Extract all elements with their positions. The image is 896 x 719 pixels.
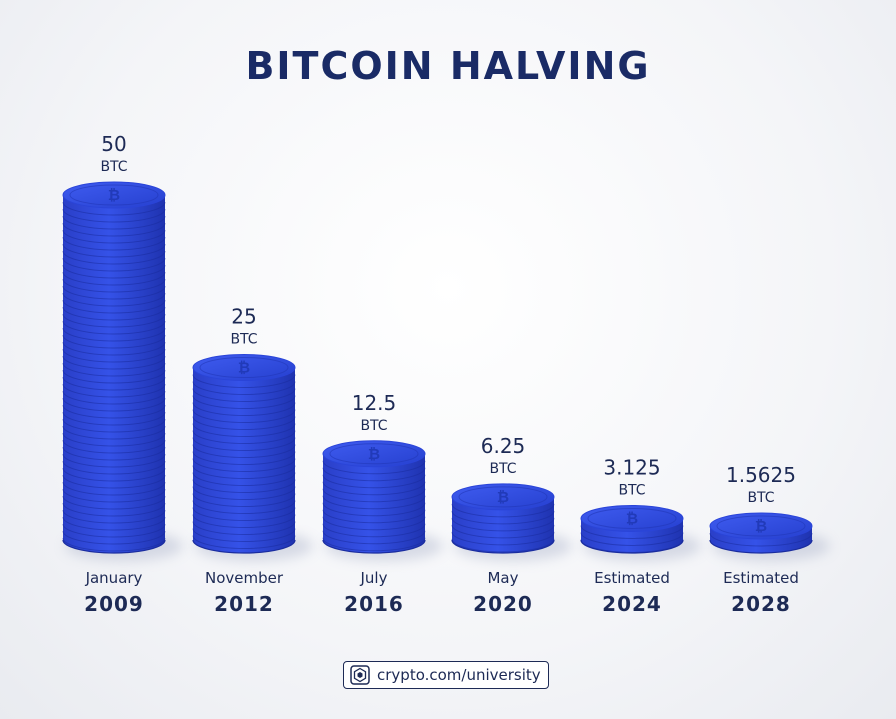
category-year-label: 2024 bbox=[602, 592, 662, 616]
category-label: November bbox=[205, 569, 284, 587]
value-unit-label: BTC bbox=[489, 461, 516, 477]
value-unit-label: BTC bbox=[618, 482, 645, 498]
category-year-label: 2009 bbox=[84, 592, 144, 616]
value-label: 12.5 bbox=[352, 391, 397, 415]
value-unit-label: BTC bbox=[230, 332, 257, 348]
footer-badge: crypto.com/university bbox=[343, 661, 549, 689]
bitcoin-icon: ₿ bbox=[497, 488, 509, 506]
bitcoin-icon: ₿ bbox=[238, 359, 250, 377]
category-label: Estimated bbox=[594, 569, 670, 587]
coin-stack-bar: ₿ bbox=[192, 354, 313, 561]
value-label: 50 bbox=[101, 132, 126, 156]
coin-stack-bar: ₿ bbox=[451, 483, 572, 561]
category-year-label: 2016 bbox=[344, 592, 404, 616]
category-year-label: 2020 bbox=[473, 592, 533, 616]
category-year-label: 2028 bbox=[731, 592, 791, 616]
value-label: 3.125 bbox=[603, 455, 660, 479]
category-year-label: 2012 bbox=[214, 592, 274, 616]
value-label: 25 bbox=[231, 305, 256, 329]
coin-stack-bar: ₿ bbox=[62, 181, 183, 561]
coin-stack-bar: ₿ bbox=[322, 440, 443, 561]
category-label: May bbox=[487, 569, 518, 587]
crypto-com-logo-icon bbox=[349, 664, 371, 686]
value-unit-label: BTC bbox=[100, 159, 127, 175]
value-label: 1.5625 bbox=[726, 463, 796, 487]
coin-stack-bar: ₿ bbox=[709, 512, 830, 561]
category-label: July bbox=[360, 569, 388, 587]
category-label: January bbox=[85, 569, 143, 587]
bitcoin-icon: ₿ bbox=[755, 517, 767, 535]
bitcoin-icon: ₿ bbox=[368, 445, 380, 463]
category-label: Estimated bbox=[723, 569, 799, 587]
coin-stack-bar: ₿ bbox=[580, 504, 701, 561]
bars-group: ₿ 50 BTC January 2009 ₿ 25 BTC November 2012 ₿ 12.5… bbox=[62, 132, 830, 616]
bitcoin-icon: ₿ bbox=[626, 509, 638, 527]
value-label: 6.25 bbox=[481, 434, 526, 458]
bitcoin-icon: ₿ bbox=[108, 186, 120, 204]
chart-title: BITCOIN HALVING bbox=[245, 44, 650, 88]
value-unit-label: BTC bbox=[360, 418, 387, 434]
footer-link-text: crypto.com/university bbox=[377, 666, 541, 684]
value-unit-label: BTC bbox=[747, 490, 774, 506]
